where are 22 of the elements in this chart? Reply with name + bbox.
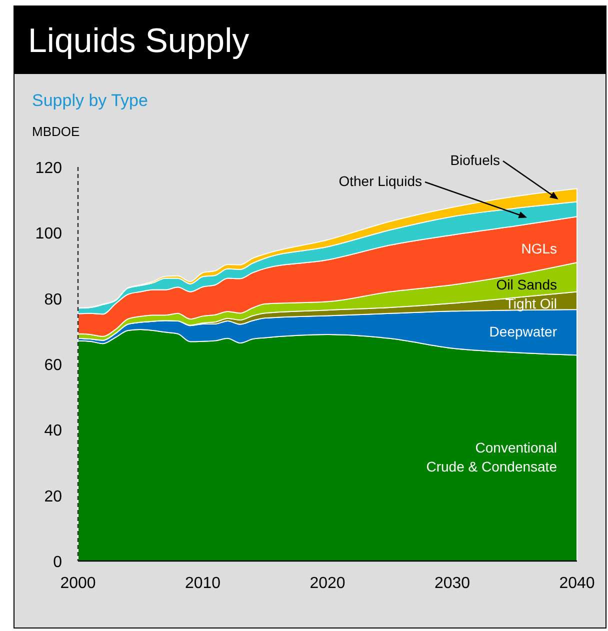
x-tick-label: 2000 <box>60 575 96 592</box>
text: Other Liquids <box>338 173 422 189</box>
x-tick-label: 2030 <box>434 575 470 592</box>
text: Biofuels <box>450 152 500 168</box>
series-label: Deepwater <box>489 324 558 340</box>
series-label: Oil Sands <box>496 276 557 293</box>
x-tick-label: 2040 <box>559 575 595 592</box>
y-tick-label: 100 <box>35 226 62 243</box>
y-tick-label: 60 <box>44 357 62 374</box>
series-label: Tight Oil <box>505 295 557 312</box>
series-label: Conventional Crude & Condensate <box>426 440 558 475</box>
y-tick-label: 20 <box>44 488 62 506</box>
y-tick-label: 40 <box>44 422 62 440</box>
chart-title: Liquids Supply <box>28 22 250 60</box>
y-axis-title: MBDOE <box>32 124 80 139</box>
series-label: NGLs <box>521 240 557 256</box>
y-tick-label: 120 <box>35 160 62 177</box>
y-tick-label: 80 <box>44 291 62 308</box>
x-tick-label: 2010 <box>184 575 221 592</box>
chart-subtitle: Supply by Type <box>32 91 148 110</box>
x-tick-label: 2020 <box>310 575 346 592</box>
y-tick-label: 0 <box>53 554 62 571</box>
